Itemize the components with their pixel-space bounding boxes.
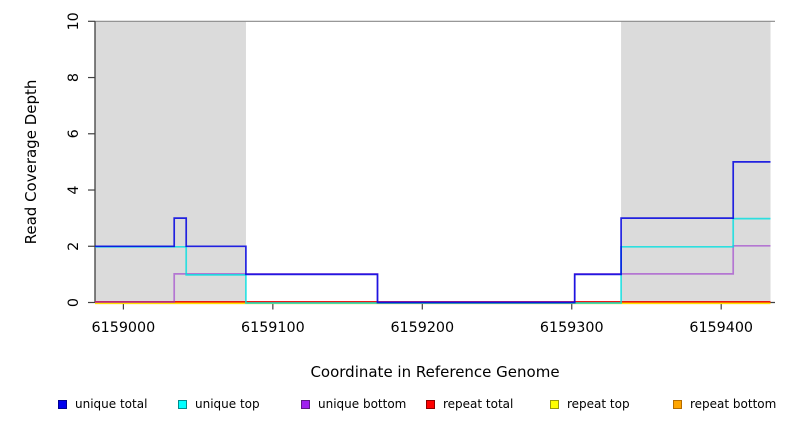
legend-label: repeat total bbox=[443, 397, 514, 411]
repeat-region-left-band bbox=[95, 21, 246, 303]
shaded-regions bbox=[95, 21, 771, 303]
x-tick-label: 6159200 bbox=[390, 320, 454, 336]
y-tick-label: 4 bbox=[66, 185, 82, 194]
y-tick-label: 10 bbox=[66, 12, 82, 30]
legend-swatch-icon bbox=[58, 399, 67, 409]
y-tick-label: 0 bbox=[66, 298, 82, 307]
legend-item-unique-top: unique top bbox=[178, 395, 260, 413]
legend-swatch-icon bbox=[673, 399, 682, 409]
legend-swatch-icon bbox=[301, 399, 310, 409]
legend-label: unique top bbox=[195, 397, 260, 411]
series-lines bbox=[95, 161, 771, 305]
x-tick-label: 6159100 bbox=[241, 320, 305, 336]
y-tick-label: 8 bbox=[66, 73, 82, 82]
legend-swatch-icon bbox=[550, 399, 559, 409]
legend-label: unique total bbox=[75, 397, 148, 411]
legend-label: repeat bottom bbox=[690, 397, 777, 411]
x-tick-label: 6159000 bbox=[92, 320, 156, 336]
y-axis-title: Read Coverage Depth bbox=[22, 80, 40, 245]
legend-label: unique bottom bbox=[318, 397, 407, 411]
legend-label: repeat top bbox=[567, 397, 630, 411]
series-line-unique-total bbox=[95, 161, 771, 304]
legend-item-repeat-bottom: repeat bottom bbox=[673, 395, 776, 413]
x-tick-label: 6159400 bbox=[689, 320, 753, 336]
x-axis-title: Coordinate in Reference Genome bbox=[310, 363, 559, 381]
legend-swatch-icon bbox=[178, 399, 187, 409]
x-tick-label: 6159300 bbox=[540, 320, 604, 336]
y-tick-label: 6 bbox=[66, 129, 82, 138]
legend-item-unique-total: unique total bbox=[58, 395, 147, 413]
legend-swatch-icon bbox=[426, 399, 435, 409]
legend-item-repeat-top: repeat top bbox=[550, 395, 630, 413]
legend-item-unique-bottom: unique bottom bbox=[301, 395, 406, 413]
legend: unique total unique top unique bottom repea… bbox=[0, 395, 792, 415]
y-tick-label: 2 bbox=[66, 242, 82, 251]
legend-item-repeat-total: repeat total bbox=[426, 395, 513, 413]
